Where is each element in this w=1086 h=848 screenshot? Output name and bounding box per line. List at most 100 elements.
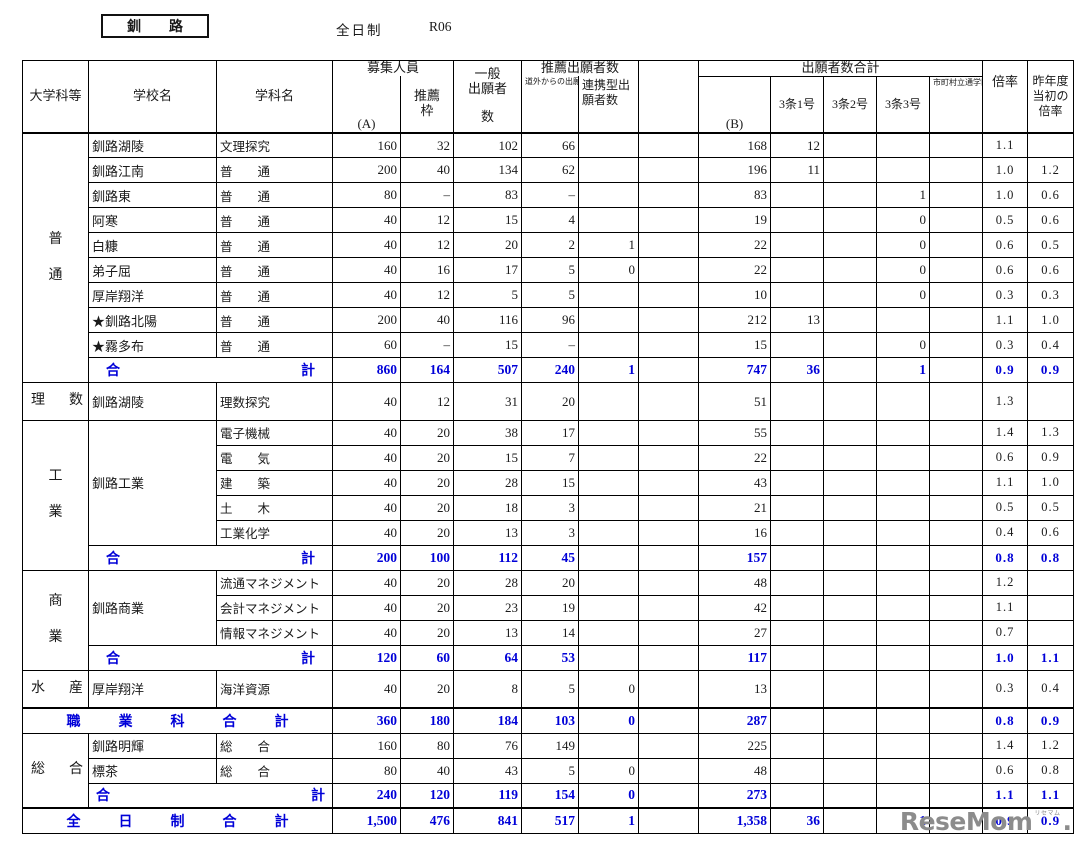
cell-quota: 20 (399, 494, 455, 521)
col-header-cooperative (638, 60, 700, 104)
cell-general: 15 (453, 207, 523, 234)
cell-a33 (876, 732, 931, 759)
cell-cooperative (638, 419, 700, 446)
cell-capacity: 360 (332, 707, 401, 734)
cell-total: 157 (698, 544, 772, 571)
cell-general: 134 (453, 157, 523, 184)
cell-capacity: 40 (332, 444, 401, 471)
cell-cooperative (638, 182, 700, 209)
cell-municipal (929, 757, 984, 784)
cell-capacity: 80 (332, 182, 401, 209)
cell-a31 (770, 382, 825, 421)
cell-general: 76 (453, 732, 523, 759)
cell-quota: 12 (399, 382, 455, 421)
subtotal-label-left: 合 (96, 789, 110, 805)
cooperative-line2: 願者数 (582, 93, 619, 108)
subtotal-label: 合計 (88, 782, 333, 809)
table-row: 釧路東普 通 80–83–83 1 1.0 0.6 (23, 182, 1075, 209)
department-name-cell: 普 通 (216, 257, 333, 284)
cell-a32 (823, 382, 878, 421)
cell-recommend: 240 (521, 357, 580, 384)
cell-a32 (823, 669, 878, 709)
school-name-cell: 釧路東 (88, 182, 217, 209)
cell-recommend: 154 (521, 782, 580, 809)
cell-recommend: 20 (521, 382, 580, 421)
cell-recommend: 53 (521, 644, 580, 671)
cell-capacity: 40 (332, 282, 401, 309)
cell-outside (578, 619, 640, 646)
cell-a31 (770, 332, 825, 359)
cell-total: 51 (698, 382, 772, 421)
department-name-cell: 文理探究 (216, 132, 333, 159)
col-header-municipal-rule: 市町村立通学区域規則 (929, 75, 984, 134)
cell-a32 (823, 419, 878, 446)
cell-municipal (929, 594, 984, 621)
cell-total: 1,358 (698, 807, 772, 834)
cell-last-year: 1.3 (1027, 419, 1075, 446)
cell-quota: 40 (399, 307, 455, 334)
cell-last-year: 0.3 (1027, 282, 1075, 309)
cell-last-year (1027, 594, 1075, 621)
cell-recommend: 3 (521, 494, 580, 521)
col-header-cooperative-applicants: 連携型出 願者数 (578, 76, 640, 134)
cell-general: 28 (453, 569, 523, 596)
school-name-cell: 釧路江南 (88, 157, 217, 184)
table-body: 普通釧路湖陵 文理探究 160 32 102 66 168 12 1.1 釧路江南普 通 200 40… (22, 132, 1075, 834)
department-name-cell: 工業化学 (216, 519, 333, 546)
department-name-cell: 普 通 (216, 307, 333, 334)
cell-municipal (929, 732, 984, 759)
cell-a31: 12 (770, 132, 825, 159)
cell-cooperative (638, 157, 700, 184)
cell-general: 116 (453, 307, 523, 334)
subtotal-label-right: 計 (301, 364, 315, 380)
category-char: 水 産 (31, 680, 88, 696)
cell-capacity: 200 (332, 157, 401, 184)
cell-general: 64 (453, 644, 523, 671)
document-header: 釧 路 全日制 R06 (0, 0, 1086, 60)
cell-general: 28 (453, 469, 523, 496)
cell-quota: 12 (399, 232, 455, 259)
cell-a32 (823, 332, 878, 359)
col-header-article3-3: 3条3号 (876, 75, 931, 134)
cell-total: 168 (698, 132, 772, 159)
cell-a33 (876, 469, 931, 496)
cell-a31 (770, 444, 825, 471)
cell-a31 (770, 494, 825, 521)
cell-rate: 1.0 (982, 182, 1029, 209)
cell-cooperative (638, 357, 700, 384)
cell-total: 212 (698, 307, 772, 334)
cell-general: 23 (453, 594, 523, 621)
cell-capacity: 200 (332, 307, 401, 334)
cell-quota: 16 (399, 257, 455, 284)
cell-last-year: 0.5 (1027, 232, 1075, 259)
cell-cooperative (638, 232, 700, 259)
cell-quota: 180 (399, 707, 455, 734)
recommend-quota-line2: 枠 (420, 103, 434, 119)
col-header-recommend-applicants-spacer (638, 103, 700, 134)
cell-quota: 40 (399, 157, 455, 184)
cell-general: 5 (453, 282, 523, 309)
cell-a33 (876, 757, 931, 784)
school-name-cell: 釧路明輝 (88, 732, 217, 759)
subtotal-label: 合計 (88, 544, 333, 571)
cell-cooperative (638, 644, 700, 671)
cell-rate: 1.1 (982, 782, 1029, 809)
cell-a33 (876, 782, 931, 809)
cell-municipal (929, 707, 984, 734)
cell-recommend: 3 (521, 519, 580, 546)
cell-last-year: 0.8 (1027, 757, 1075, 784)
cell-municipal (929, 544, 984, 571)
resemom-dot: . (1062, 807, 1073, 836)
col-header-capacity-group: 募集人員 (331, 60, 455, 77)
cell-a32 (823, 757, 878, 784)
vocational-total-label: 職 業 科 合 計 (22, 707, 333, 734)
category-cell: 理 数 (22, 382, 89, 421)
cell-a32 (823, 182, 878, 209)
cell-rate: 0.3 (982, 332, 1029, 359)
subtotal-row: 合計 240 120 119 154 0 273 1.1 1.1 (23, 782, 1075, 809)
col-header-article3-1: 3条1号 (770, 75, 825, 134)
cell-outside (578, 544, 640, 571)
cell-recommend: 5 (521, 669, 580, 709)
col-header-last-year-rate: 昨年度 当初の 倍率 (1027, 59, 1075, 134)
cell-rate: 0.9 (982, 357, 1029, 384)
